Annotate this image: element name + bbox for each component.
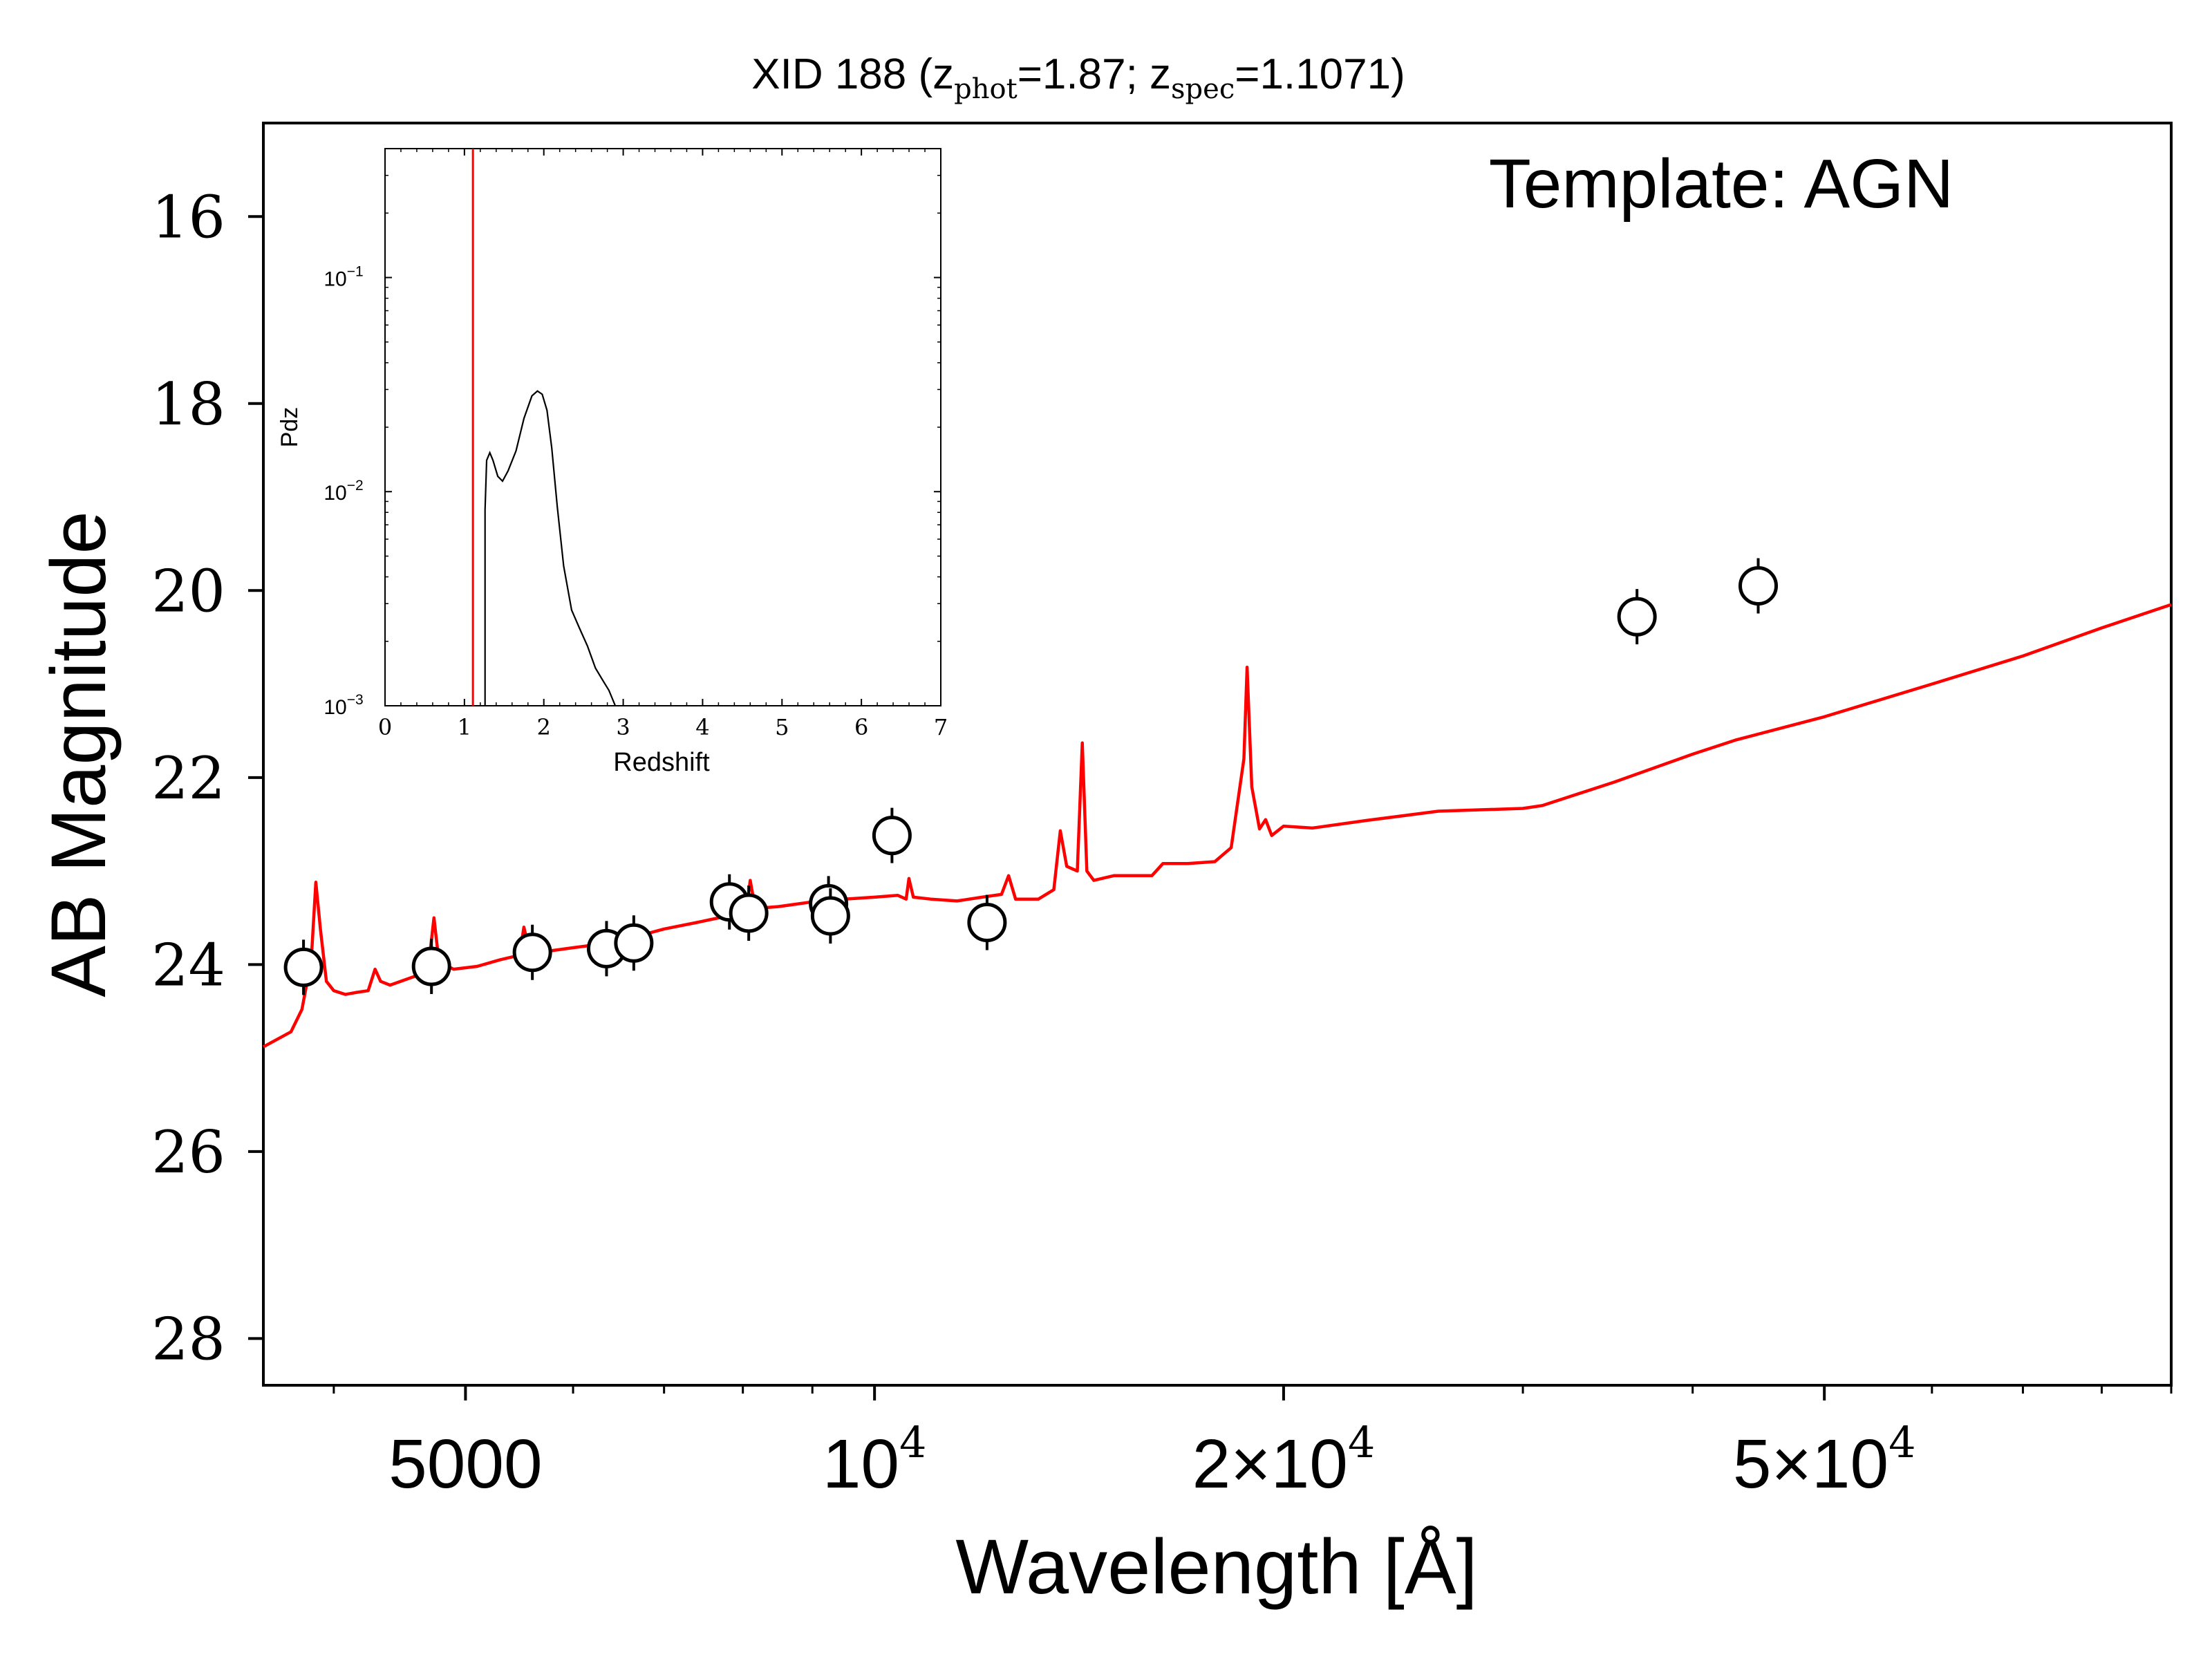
pdz-inset: 0 1 2 3 4 5 6 7 10−1 10−2 10−3 Redshift Pdz [276, 148, 948, 777]
y-tick-label: 28 [151, 1305, 225, 1373]
inset-x-tick-label: 4 [695, 714, 709, 740]
y-axis-label: AB Magnitude [35, 511, 122, 997]
photometry-marker [512, 932, 552, 973]
photometry-point [810, 888, 850, 944]
inset-x-tick-label: 5 [775, 714, 789, 740]
photometry-series [283, 558, 1779, 995]
photometry-point [512, 924, 552, 980]
pdz-curve [484, 390, 617, 706]
main-plot-frame [262, 122, 2173, 1387]
photometry-point [872, 807, 912, 863]
y-tick-label: 20 [151, 557, 225, 625]
photometry-point [614, 915, 654, 971]
photometry-point [1617, 589, 1657, 645]
inset-x-tick-label: 3 [616, 714, 630, 740]
model-sed-line [262, 603, 2172, 1049]
photometry-marker [1617, 597, 1657, 637]
inset-y-tick-label: 10−3 [324, 692, 363, 719]
photometry-marker [729, 893, 769, 933]
x-tick-label: 2×104 [1192, 1417, 1376, 1503]
photometry-point [1738, 558, 1779, 614]
inset-x-tick-label: 2 [537, 714, 551, 740]
inset-frame [384, 148, 941, 706]
inset-x-label: Redshift [613, 748, 710, 777]
photometry-marker [967, 902, 1007, 942]
photometry-point [967, 894, 1007, 950]
inset-y-tick-label: 10−2 [324, 478, 363, 505]
photometry-marker [1738, 566, 1779, 606]
pdz-curve-group [471, 149, 617, 706]
inset-y-tick-label: 10−1 [324, 263, 363, 290]
photometry-marker [810, 896, 850, 936]
y-tick-label: 26 [151, 1118, 225, 1186]
y-tick-label: 18 [151, 371, 225, 438]
chart-title: XID 188 (zphot=1.87; zspec=1.1071) [751, 50, 1405, 105]
y-tick-label: 24 [151, 931, 225, 999]
x-tick-label: 104 [823, 1417, 927, 1503]
y-tick-label: 16 [151, 183, 225, 251]
inset-x-tick-label: 0 [378, 714, 392, 740]
photometry-marker [283, 947, 324, 987]
x-tick-label: 5×104 [1733, 1417, 1916, 1503]
inset-axis-ticks: 0 1 2 3 4 5 6 7 10−1 10−2 10−3 [324, 148, 948, 740]
model-sed-series [262, 603, 2172, 1049]
photometry-marker [614, 923, 654, 963]
photometry-point [411, 939, 451, 995]
photometry-point [729, 885, 769, 941]
x-axis-label: Wavelength [Å] [955, 1524, 1477, 1610]
inset-y-label: Pdz [276, 407, 303, 448]
inset-x-tick-label: 7 [934, 714, 948, 740]
template-annotation: Template: AGN [1489, 145, 1954, 223]
photometry-point [283, 939, 324, 995]
y-tick-label: 22 [151, 744, 225, 812]
inset-x-tick-label: 1 [458, 714, 471, 740]
photometry-marker [411, 946, 451, 986]
inset-x-tick-label: 6 [854, 714, 868, 740]
photometry-marker [872, 816, 912, 856]
x-tick-label: 5000 [388, 1425, 542, 1503]
